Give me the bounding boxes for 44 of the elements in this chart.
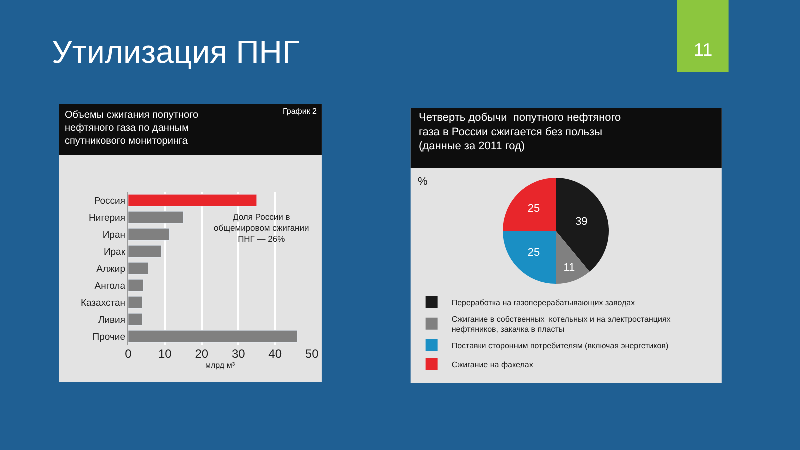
bar xyxy=(128,279,144,292)
data-label: 25 xyxy=(528,246,540,259)
pie-slice xyxy=(503,231,556,284)
legend-label: Сжигание в собственных котельных и на электростанциях нефтяников, закачка в пласты xyxy=(452,314,671,334)
data-label: 11 xyxy=(564,262,576,274)
legend-label: Переработка на газоперерабатывающих заводах xyxy=(452,298,636,308)
x-axis-title: млрд м³ xyxy=(206,361,236,370)
pie-slice xyxy=(556,231,590,284)
bar xyxy=(128,194,258,207)
data-label: 39 xyxy=(576,216,588,228)
bar xyxy=(128,262,149,275)
y-tick-label: Ирак xyxy=(104,246,126,258)
bar xyxy=(128,245,162,258)
x-tick-label: 20 xyxy=(195,347,209,361)
text: Утилизация ПНГ xyxy=(52,34,300,70)
x-tick-label: 40 xyxy=(268,347,282,361)
chart-title: Объемы сжигания попутного нефтяного газа по данным спутникового мониторинга xyxy=(65,110,199,147)
bar xyxy=(128,211,184,224)
y-tick-label: Казахстан xyxy=(80,298,126,309)
y-tick-label: Ангола xyxy=(94,280,126,292)
x-tick-label: 0 xyxy=(125,347,132,361)
pie-slice xyxy=(556,178,609,272)
y-tick-label: Прочие xyxy=(92,332,126,343)
bar xyxy=(128,296,143,309)
x-tick-label: 50 xyxy=(305,347,320,361)
text: Четверть добычи попутного нефтяного газа в России сжигается без пользы (данные за 2011 год) xyxy=(419,112,622,153)
y-tick-label: Алжир xyxy=(96,264,126,275)
x-tick-label: 30 xyxy=(232,347,246,361)
pie-slice xyxy=(503,178,556,231)
legend-label: Поставки сторонним потребителям (включая энергетиков) xyxy=(452,341,669,350)
bar xyxy=(128,228,170,241)
y-tick-label: Нигерия xyxy=(89,212,126,224)
x-tick-label: 10 xyxy=(158,347,172,361)
bar xyxy=(128,313,143,326)
legend-label: Сжигание на факелах xyxy=(452,360,534,370)
annotation: Доля России в общемировом сжигании ПНГ — 26% xyxy=(214,212,310,244)
text: % xyxy=(418,176,428,188)
text: График 2 xyxy=(283,107,318,116)
data-label: 25 xyxy=(528,203,540,216)
y-tick-label: Ливия xyxy=(98,314,126,326)
text: 11 xyxy=(694,40,713,60)
bar xyxy=(128,330,298,343)
y-tick-label: Россия xyxy=(94,196,126,207)
y-tick-label: Иран xyxy=(102,230,126,241)
